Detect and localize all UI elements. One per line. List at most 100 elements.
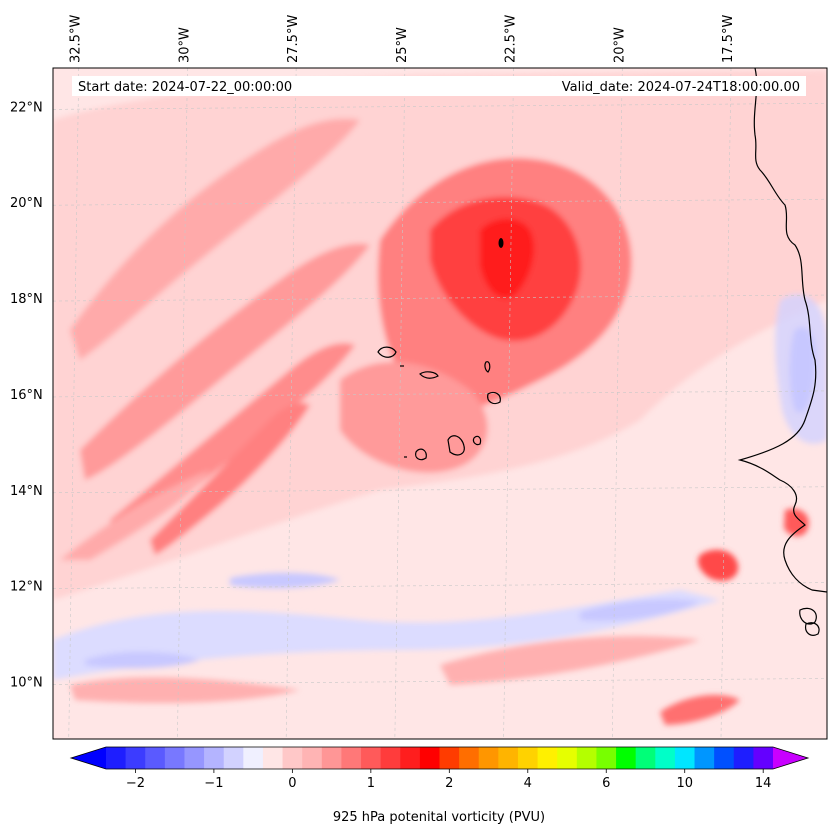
colorbar-over-arrow xyxy=(773,747,808,769)
colorbar-cell xyxy=(321,747,342,769)
colorbar-tick-label: 2 xyxy=(445,776,453,791)
graticule xyxy=(53,68,827,739)
pv-streak-5 xyxy=(60,470,210,560)
colorbar-cell xyxy=(380,747,401,769)
longitude-tick-label: 27.5°W xyxy=(286,15,301,63)
colorbar: −2 −1 0 1 2 4 6 10 14 925 hPa potenital vorticit… xyxy=(69,746,810,825)
cape-verde-santiago xyxy=(447,435,465,456)
colorbar-cell xyxy=(282,747,303,769)
latitude-tick-label: 16°N xyxy=(10,388,43,403)
pv-islands-zone xyxy=(340,361,488,473)
valid-date-label: Valid_date: 2024-07-24T18:00:00.00 xyxy=(562,80,800,95)
colorbar-cell xyxy=(537,747,558,769)
longitude-tick-label: 17.5°W xyxy=(721,15,736,63)
colorbar-cell xyxy=(302,747,323,769)
latitude-tick-label: 14°N xyxy=(10,484,43,499)
colorbar-tick-label: 10 xyxy=(676,776,693,791)
meridian-line xyxy=(720,68,732,739)
latitude-tick-label: 20°N xyxy=(10,196,43,211)
pv-streak-4 xyxy=(150,403,310,555)
colorbar-cell xyxy=(400,747,421,769)
colorbar-cell xyxy=(184,747,205,769)
pv-neg-band-south xyxy=(53,590,720,680)
colorbar-tick-label: 14 xyxy=(755,776,772,791)
colorbar-cell xyxy=(262,747,284,769)
cape-verde-boa-vista xyxy=(487,391,501,405)
colorbar-tick-label: −2 xyxy=(126,776,145,791)
colorbar-cell xyxy=(243,747,264,769)
latitude-tick-label: 18°N xyxy=(10,292,43,307)
pv-streak-2 xyxy=(80,243,370,480)
colorbar-cell xyxy=(361,747,382,769)
colorbar-tick-label: 0 xyxy=(288,776,296,791)
meridian-line xyxy=(611,68,623,739)
pv-field xyxy=(53,70,827,725)
colorbar-cell xyxy=(576,747,597,769)
pv-neg-band-mid xyxy=(230,572,340,589)
latitude-tick-label: 10°N xyxy=(10,675,43,690)
cape-verde-santo-antao xyxy=(377,346,397,358)
colorbar-cell xyxy=(635,747,656,769)
colorbar-tick-label: 4 xyxy=(524,776,532,791)
cape-verde-maio xyxy=(472,435,482,446)
colorbar-cell xyxy=(341,747,362,769)
colorbar-cell xyxy=(517,747,539,769)
cape-verde-sao-nicolau xyxy=(419,371,439,379)
pv-streak-1 xyxy=(70,118,360,360)
pv-central-peak xyxy=(480,218,535,299)
colorbar-under-arrow xyxy=(71,747,106,769)
longitude-tick-label: 32.5°W xyxy=(69,15,84,63)
colorbar-cell xyxy=(596,747,617,769)
longitude-tick-label: 30°W xyxy=(177,27,192,63)
colorbar-cell xyxy=(204,747,225,769)
africa-coastline xyxy=(737,68,827,593)
pv-blob-se-2 xyxy=(660,694,740,725)
map-panel: Start date: 2024-07-22_00:00:00 Valid_da… xyxy=(10,15,828,740)
colorbar-cell xyxy=(459,747,480,769)
colorbar-cell xyxy=(714,747,735,769)
colorbar-title: 925 hPa potenital vorticity (PVU) xyxy=(333,810,545,825)
colorbar-cell xyxy=(106,747,127,769)
colorbar-cell xyxy=(733,747,754,769)
longitude-labels: 32.5°W 30°W 27.5°W 25°W 22.5°W 20°W 17.5°W xyxy=(69,15,736,63)
latitude-labels: 22°N 20°N 18°N 16°N 14°N 12°N 10°N xyxy=(10,100,43,690)
colorbar-cell xyxy=(616,747,637,769)
cape-verde-sal xyxy=(484,361,491,373)
meridian-line xyxy=(177,68,188,739)
colorbar-cell xyxy=(125,747,146,769)
pv-neg-band-left xyxy=(85,651,200,669)
colorbar-outline xyxy=(69,746,810,770)
pv-neg-band-right xyxy=(580,599,700,622)
colorbar-cell xyxy=(419,747,440,769)
colorbar-tick-label: 1 xyxy=(367,776,375,791)
latitude-tick-label: 12°N xyxy=(10,580,43,595)
colorbar-cell xyxy=(674,747,696,769)
colorbar-tick-label: 6 xyxy=(602,776,610,791)
colorbar-cell xyxy=(145,747,166,769)
map-frame xyxy=(52,67,828,740)
colorbar-tick-label: −1 xyxy=(204,776,223,791)
colorbar-cell xyxy=(164,747,185,769)
start-date-label: Start date: 2024-07-22_00:00:00 xyxy=(78,80,292,95)
coast-inlet-south xyxy=(799,607,817,625)
colorbar-cell xyxy=(655,747,676,769)
pv-blob-se-1 xyxy=(698,549,739,581)
pv-streak-south-2 xyxy=(440,636,700,685)
colorbar-cell xyxy=(557,747,578,769)
meridian-line xyxy=(503,68,514,739)
colorbar-cell xyxy=(694,747,715,769)
coast-inlet-islands xyxy=(805,622,820,636)
longitude-tick-label: 22.5°W xyxy=(504,15,519,63)
colorbar-cell xyxy=(478,747,499,769)
pv-neg-coastal-outer xyxy=(775,294,827,444)
meridian-line xyxy=(394,68,406,739)
cape-verde-fogo xyxy=(415,448,427,461)
pv-local-max-marker xyxy=(498,238,504,248)
header-box xyxy=(72,76,806,96)
colorbar-cell xyxy=(498,747,519,769)
meridian-line xyxy=(285,68,297,739)
coastline xyxy=(377,68,827,636)
longitude-tick-label: 20°W xyxy=(612,27,627,63)
colorbar-ticks: −2 −1 0 1 2 4 6 10 14 xyxy=(126,769,772,791)
